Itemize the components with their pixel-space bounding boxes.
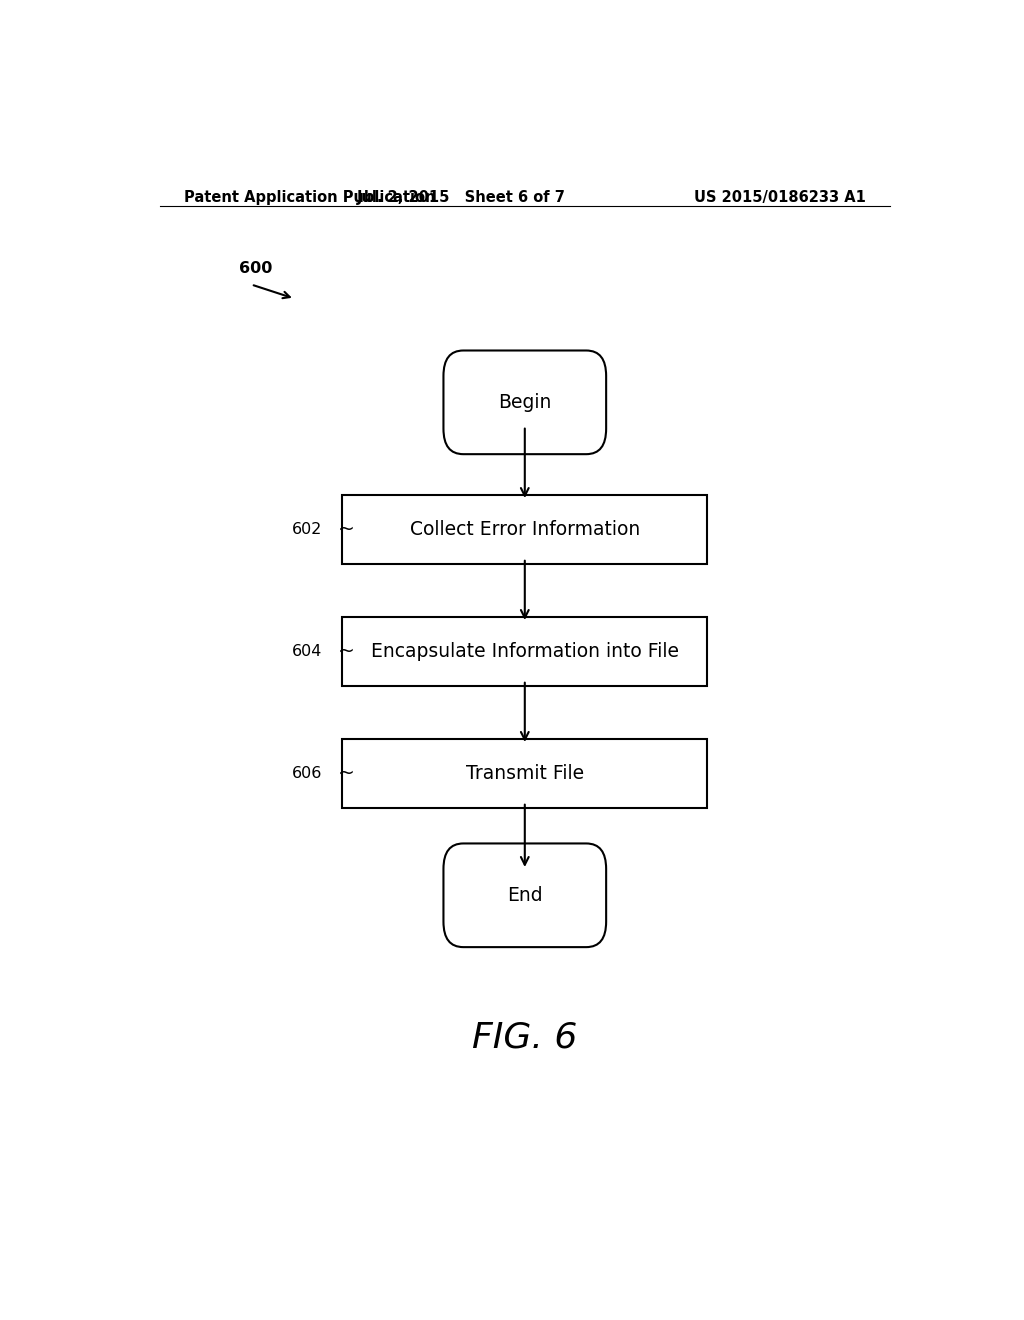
Text: Collect Error Information: Collect Error Information: [410, 520, 640, 539]
FancyBboxPatch shape: [342, 495, 708, 564]
Text: Patent Application Publication: Patent Application Publication: [183, 190, 435, 205]
Text: 606: 606: [292, 766, 323, 781]
Text: US 2015/0186233 A1: US 2015/0186233 A1: [694, 190, 866, 205]
Text: End: End: [507, 886, 543, 904]
Text: ~: ~: [338, 520, 355, 539]
FancyBboxPatch shape: [342, 616, 708, 686]
FancyBboxPatch shape: [443, 351, 606, 454]
Text: ~: ~: [338, 764, 355, 783]
FancyBboxPatch shape: [443, 843, 606, 948]
Text: Jul. 2, 2015   Sheet 6 of 7: Jul. 2, 2015 Sheet 6 of 7: [357, 190, 565, 205]
Text: Encapsulate Information into File: Encapsulate Information into File: [371, 642, 679, 661]
Text: ~: ~: [338, 642, 355, 661]
Text: 604: 604: [292, 644, 323, 659]
FancyBboxPatch shape: [342, 739, 708, 808]
Text: Begin: Begin: [498, 393, 552, 412]
Text: FIG. 6: FIG. 6: [472, 1020, 578, 1055]
Text: 600: 600: [240, 260, 272, 276]
Text: 602: 602: [292, 521, 323, 537]
Text: Transmit File: Transmit File: [466, 764, 584, 783]
